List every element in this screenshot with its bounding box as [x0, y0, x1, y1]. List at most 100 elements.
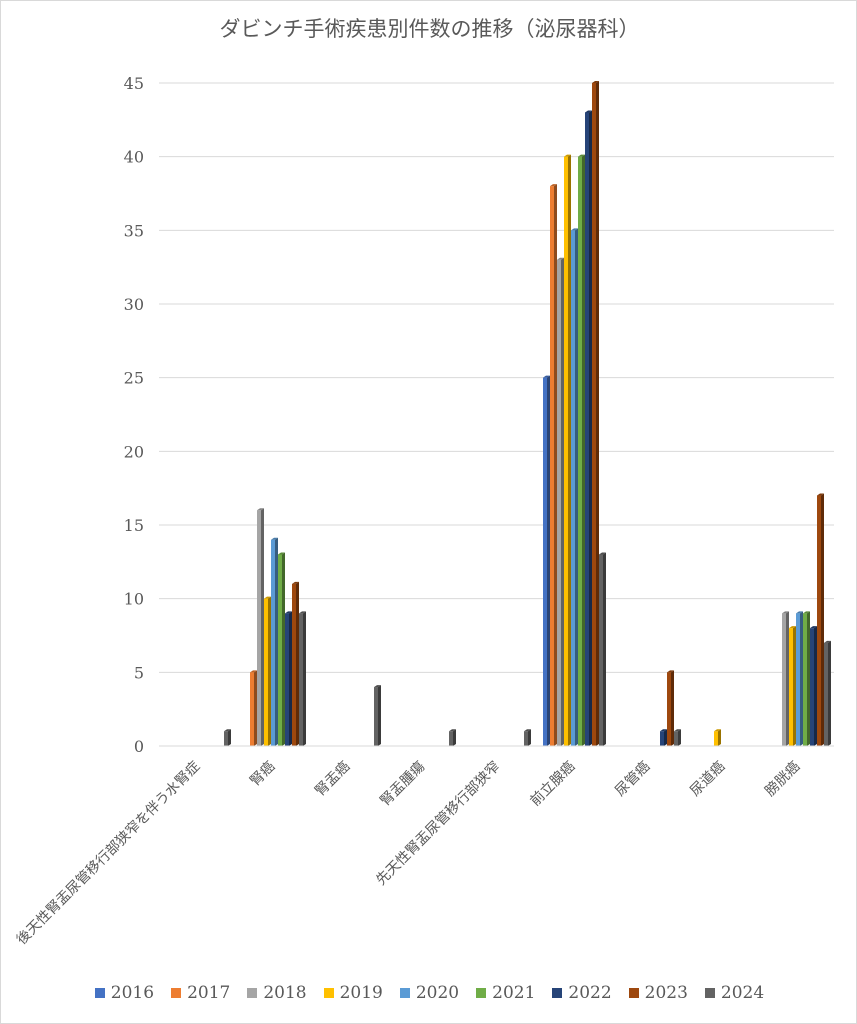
legend-swatch — [628, 988, 639, 998]
bar-face — [550, 186, 554, 747]
x-category-label: 尿管癌 — [612, 759, 653, 800]
y-axis-ticks: 0 5 10 15 20 25 30 35 40 45 — [124, 74, 144, 756]
legend-label: 2022 — [568, 983, 612, 1003]
bar-2018-1 — [257, 508, 264, 746]
bar-top — [585, 110, 592, 113]
y-tick-label: 40 — [124, 148, 144, 167]
bar-face — [824, 642, 828, 746]
bar-top — [599, 552, 606, 555]
legend-item: 2017 — [171, 983, 230, 1003]
bar-top — [592, 81, 599, 83]
legend-item: 2024 — [704, 983, 764, 1003]
bar-side — [282, 552, 285, 746]
bar-top — [543, 375, 550, 378]
bar-top — [674, 729, 681, 732]
bar-top — [264, 596, 271, 599]
bar-side — [575, 228, 578, 747]
bar-side — [814, 626, 817, 746]
bar-face — [810, 628, 814, 746]
bar-face — [578, 156, 582, 746]
bar-2017-1 — [250, 670, 257, 746]
bar-top — [571, 228, 578, 231]
bar-face — [789, 628, 793, 746]
bar-side — [800, 611, 803, 746]
bar-top — [667, 670, 674, 673]
y-tick-label: 0 — [134, 737, 144, 756]
x-category-label: 腎盂腫瘍 — [377, 758, 429, 810]
bar-side — [268, 596, 271, 746]
bar-side — [671, 670, 674, 746]
bar-top — [789, 626, 796, 629]
bar-top — [660, 729, 667, 732]
legend-label: 2018 — [263, 983, 307, 1003]
bar-face — [564, 156, 568, 746]
legend-swatch — [552, 988, 563, 998]
bar-face — [299, 613, 303, 746]
bar-face — [660, 731, 664, 746]
bar-top — [578, 154, 585, 157]
bar-face — [599, 554, 603, 746]
bar-face — [674, 731, 678, 746]
y-tick-label: 5 — [134, 663, 144, 682]
bar-side — [793, 626, 796, 746]
y-tick-label: 20 — [124, 442, 144, 461]
bar-top — [299, 611, 306, 614]
bar-2024-1 — [299, 611, 306, 746]
bar-side — [561, 257, 564, 746]
bar-side — [568, 154, 571, 746]
bar-2020-5 — [571, 228, 578, 747]
legend-swatch — [247, 988, 258, 998]
bar-top — [796, 611, 803, 614]
bar-2024-3 — [449, 729, 456, 746]
bar-side — [296, 581, 299, 746]
y-tick-label: 30 — [124, 295, 144, 314]
x-category-label: 前立腺癌 — [527, 758, 579, 810]
y-tick-label: 35 — [124, 221, 144, 240]
bar-side — [828, 640, 831, 746]
bar-top — [449, 729, 456, 732]
legend-label: 2020 — [415, 983, 460, 1003]
bar-2021-5 — [578, 154, 585, 746]
bar-2024-4 — [524, 729, 531, 746]
legend: 2016 2017 2018 2019 2020 2021 2022 2023 2024 — [1, 983, 857, 1003]
bar-2022-5 — [585, 110, 592, 746]
bar-2024-6 — [674, 729, 681, 746]
bar-2024-2 — [374, 685, 381, 746]
legend-item: 2016 — [94, 983, 154, 1003]
bar-top — [524, 729, 531, 732]
legend-item: 2020 — [399, 983, 460, 1003]
bar-top — [557, 257, 564, 260]
x-category-label: 腎癌 — [247, 759, 278, 790]
bar-face — [557, 259, 561, 746]
bar-face — [803, 613, 807, 746]
bar-face — [449, 731, 453, 746]
legend-label: 2017 — [187, 983, 231, 1003]
bar-side — [678, 729, 681, 746]
bar-face — [585, 112, 589, 746]
legend-item: 2019 — [323, 983, 383, 1003]
bar-2020-1 — [271, 537, 278, 746]
bar-top — [550, 184, 557, 187]
bar-side — [254, 670, 257, 746]
bar-side — [821, 493, 824, 746]
bar-2024-5 — [599, 552, 606, 746]
x-category-label: 腎盂癌 — [312, 759, 353, 800]
bar-face — [278, 554, 282, 746]
x-category-label: 後天性腎盂尿管移行部狭窄を伴う水腎症 — [13, 758, 203, 948]
bar-2022-6 — [660, 729, 667, 746]
bar-side — [453, 729, 456, 746]
bar-side — [547, 375, 550, 746]
bar-2022-1 — [285, 611, 292, 746]
bar-face — [224, 731, 228, 746]
bar-2019-7 — [714, 729, 721, 746]
chart-plot: 0 5 10 15 20 25 30 35 40 45 後天性腎盂尿管移行部狭窄を伴う水腎症 腎癌 腎… — [13, 74, 834, 948]
y-tick-label: 10 — [124, 590, 144, 609]
bar-face — [714, 731, 718, 746]
bar-side — [596, 81, 599, 746]
bar-2024-0 — [224, 729, 231, 746]
bar-2019-1 — [264, 596, 271, 746]
bar-side — [303, 611, 306, 746]
y-tick-label: 45 — [124, 74, 144, 93]
bar-top — [564, 154, 571, 157]
bar-face — [292, 583, 296, 746]
